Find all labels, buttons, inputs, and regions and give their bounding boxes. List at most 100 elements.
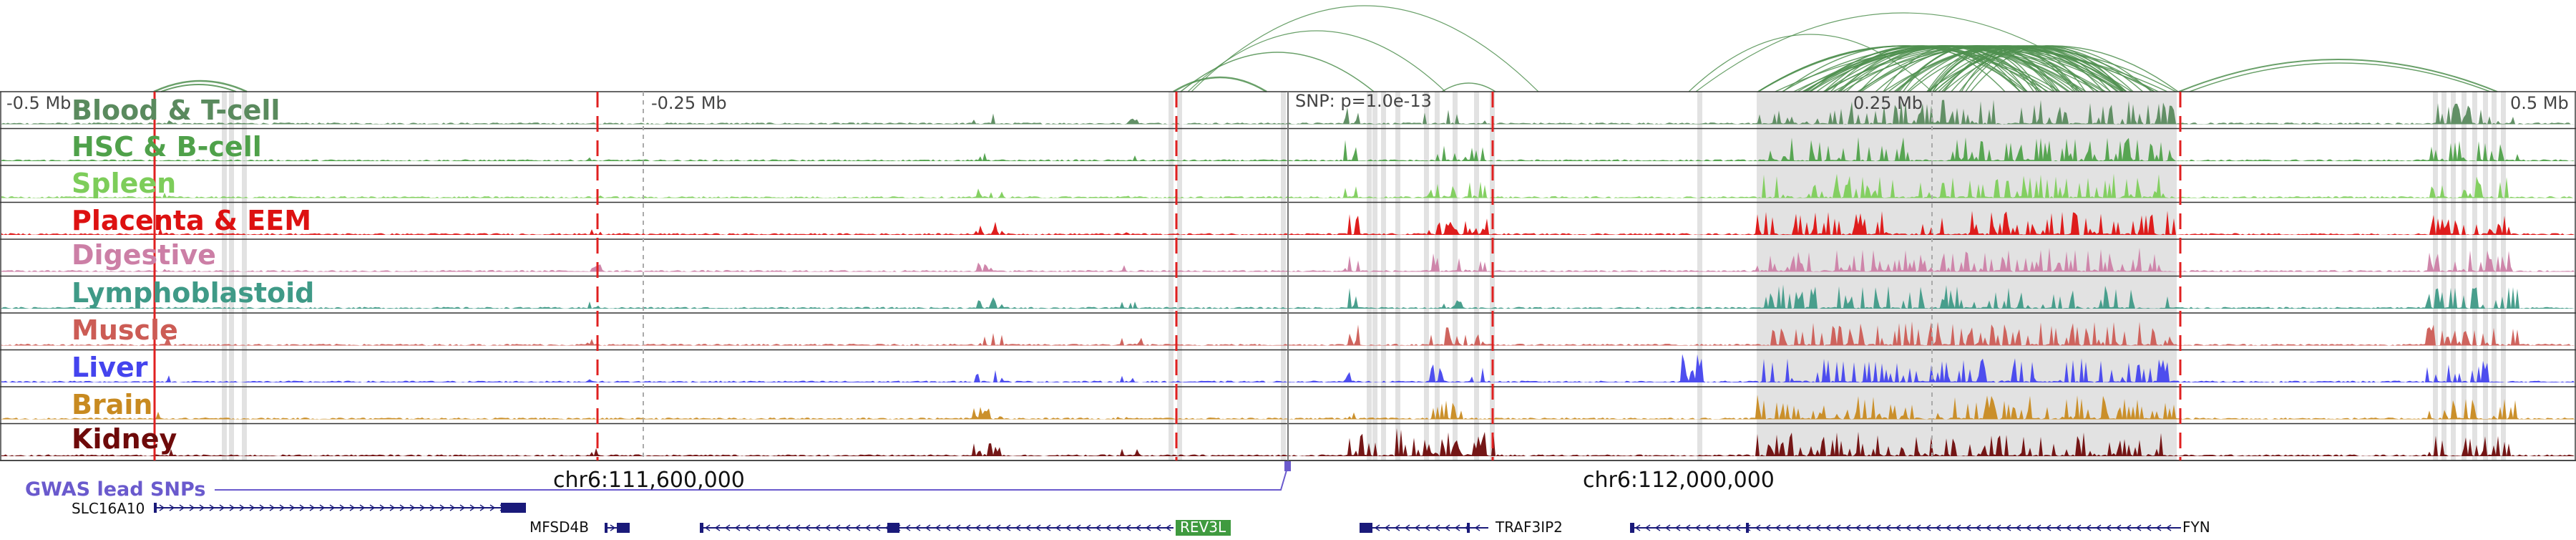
track-label-lymphoblastoid: Lymphoblastoid: [72, 277, 314, 309]
gene-mfsd4b-exon-0: [605, 523, 608, 533]
gene-slc16a10-arrow: [409, 504, 416, 511]
gene-highlight-rev3l: [1176, 520, 1231, 536]
gene-slc16a10-arrow: [389, 504, 396, 511]
gene-label-fyn: FYN: [2182, 519, 2210, 536]
gene-fyn-arrow: [2105, 524, 2112, 531]
gene-traf3ip2-arrow: [1424, 524, 1430, 531]
gene-rev3l-arrow: [1155, 524, 1161, 531]
gene-rev3l-arrow: [1045, 524, 1051, 531]
gene-rev3l-arrow: [1165, 524, 1171, 531]
gene-fyn-arrow: [2135, 524, 2142, 531]
gene-slc16a10-arrow: [419, 504, 426, 511]
coordinate-label-right: chr6:112,000,000: [1583, 468, 1775, 493]
gene-rev3l-arrow: [1035, 524, 1041, 531]
gene-rev3l-arrow: [1115, 524, 1121, 531]
gene-rev3l-arrow: [1025, 524, 1031, 531]
gene-label-slc16a10: SLC16A10: [72, 500, 145, 517]
gene-rev3l-arrow: [714, 524, 721, 531]
gene-fyn-arrow: [2005, 524, 2011, 531]
arc-dense-27: [1961, 56, 2039, 92]
gene-fyn-arrow: [1735, 524, 1741, 531]
gene-rev3l-arrow: [945, 524, 951, 531]
arc-small-left-1: [153, 79, 248, 93]
gene-slc16a10-arrow: [469, 504, 476, 511]
gene-fyn-arrow: [1684, 524, 1691, 531]
interaction-arcs: [153, 5, 2498, 93]
gene-rev3l-arrow: [965, 524, 971, 531]
gene-slc16a10-arrow: [269, 504, 275, 511]
scale-label-minus-0-5: -0.5 Mb: [6, 93, 71, 113]
gene-rev3l-arrow: [1095, 524, 1101, 531]
arc-right-1: [2178, 59, 2498, 92]
gene-fyn-arrow: [1765, 524, 1771, 531]
gene-fyn-arrow: [1704, 524, 1711, 531]
gene-fyn-arrow: [1755, 524, 1761, 531]
gene-fyn-arrow: [1785, 524, 1791, 531]
gene-slc16a10-arrow: [229, 504, 235, 511]
gene-rev3l-arrow: [914, 524, 921, 531]
gene-mfsd4b-arrow: [610, 524, 616, 531]
gene-rev3l-arrow: [1065, 524, 1071, 531]
gene-rev3l-arrow: [734, 524, 741, 531]
coordinate-label-left: chr6:111,600,000: [553, 468, 745, 493]
gene-fyn-arrow: [1845, 524, 1851, 531]
gene-slc16a10-arrow: [439, 504, 446, 511]
gene-fyn-exon-1: [1746, 523, 1749, 533]
gene-fyn-arrow: [1865, 524, 1871, 531]
arc-dense-54: [1782, 45, 2026, 92]
arc-mid-1: [1688, 34, 1933, 92]
gene-slc16a10-arrow: [369, 504, 376, 511]
arc-dense-59: [1810, 45, 2106, 92]
signal-track-3: [1, 211, 2575, 235]
gene-fyn-arrow: [2155, 524, 2162, 531]
gene-slc16a10-arrow: [429, 504, 436, 511]
gwas-connector: [215, 465, 1289, 491]
gene-rev3l-arrow: [824, 524, 831, 531]
gene-slc16a10-arrow: [319, 504, 326, 511]
gene-fyn-arrow: [1795, 524, 1801, 531]
track-label-kidney: Kidney: [72, 423, 177, 455]
arc-rev3l-3: [1187, 30, 1446, 92]
track-label-placenta-eem: Placenta & EEM: [72, 205, 311, 236]
gene-fyn-arrow: [1724, 524, 1731, 531]
gene-rev3l-arrow: [924, 524, 931, 531]
gene-fyn-arrow: [2085, 524, 2092, 531]
gene-traf3ip2-exon-0: [1360, 523, 1372, 533]
gene-fyn-arrow: [2025, 524, 2031, 531]
gene-rev3l-arrow: [1135, 524, 1141, 531]
gene-slc16a10-exon-0: [154, 503, 157, 513]
gene-rev3l-arrow: [1085, 524, 1091, 531]
track-label-hsc-b-cell: HSC & B-cell: [72, 131, 262, 163]
gene-fyn-arrow: [2115, 524, 2122, 531]
gwas-snp-marker: [1284, 461, 1291, 471]
gene-rev3l-arrow: [1005, 524, 1011, 531]
marker-lines: [153, 92, 2182, 491]
gene-slc16a10-arrow: [249, 504, 255, 511]
gene-traf3ip2-exon-1: [1467, 523, 1470, 533]
gene-slc16a10-arrow: [219, 504, 225, 511]
gene-slc16a10-exon-1: [501, 503, 526, 513]
gene-rev3l-arrow: [874, 524, 881, 531]
gene-fyn-arrow: [2065, 524, 2072, 531]
gene-rev3l-arrow: [804, 524, 811, 531]
gene-rev3l-arrow: [1055, 524, 1061, 531]
gene-rev3l-arrow: [985, 524, 991, 531]
gene-rev3l-arrow: [834, 524, 841, 531]
scale-label-minus-0-25: -0.25 Mb: [651, 93, 727, 113]
gene-fyn-arrow: [1835, 524, 1841, 531]
arc-dense-58: [1833, 45, 2177, 92]
gene-rev3l-arrow: [754, 524, 761, 531]
gene-label-rev3l: REV3L: [1180, 519, 1226, 536]
arc-right-2: [2189, 62, 2491, 92]
gene-fyn-arrow: [1815, 524, 1821, 531]
snp-label: SNP: p=1.0e-13: [1295, 91, 1432, 111]
track-label-digestive: Digestive: [72, 239, 216, 271]
gene-fyn-arrow: [1775, 524, 1781, 531]
arc-rev3l-2: [1180, 52, 1375, 92]
gene-slc16a10-arrow: [309, 504, 316, 511]
gene-rev3l-arrow: [1145, 524, 1151, 531]
arc-rev3l-1: [1173, 76, 1267, 93]
gene-fyn-arrow: [2045, 524, 2051, 531]
track-label-muscle: Muscle: [72, 314, 178, 346]
